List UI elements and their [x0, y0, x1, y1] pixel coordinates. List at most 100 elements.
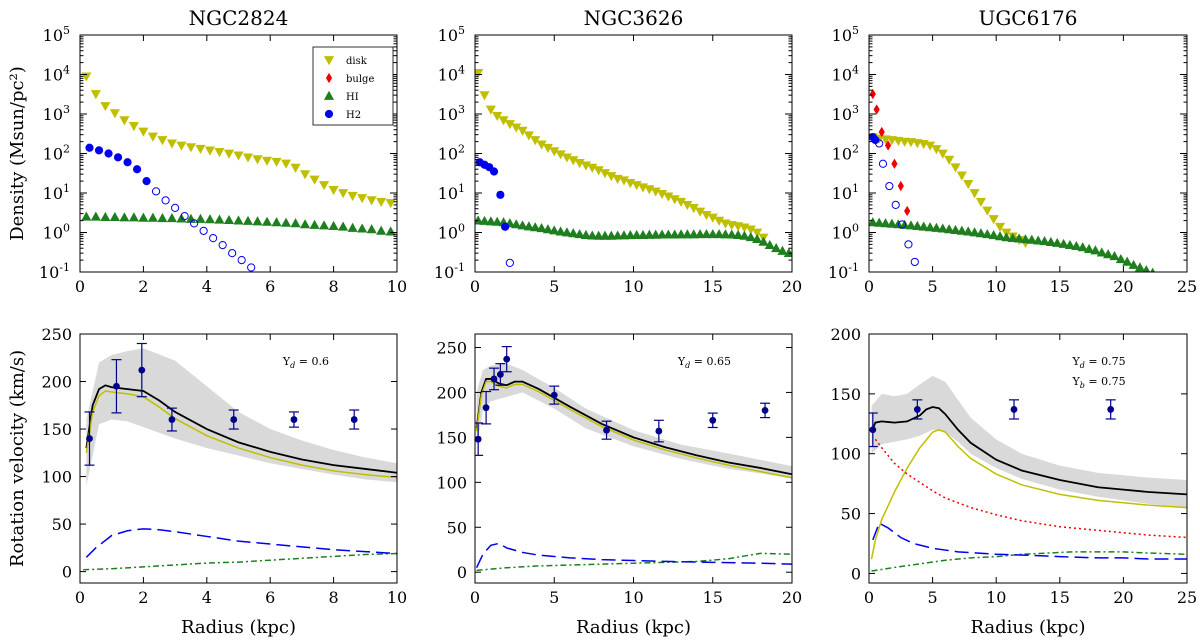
- point-disk: [185, 143, 196, 153]
- panel-rotation-3: 0 5 10 15 20 25 0 50 100 150 200 Radius (kpc): [830, 325, 1197, 638]
- point-disk: [338, 189, 349, 199]
- point-HI: [695, 229, 706, 239]
- point-H2: [228, 249, 237, 258]
- point-HI: [937, 223, 948, 233]
- point-disk: [347, 191, 358, 202]
- point-disk: [475, 69, 484, 79]
- point-HI: [1115, 254, 1126, 264]
- y-tick-label: 101: [43, 182, 70, 203]
- y-tick-label: 150: [41, 420, 72, 439]
- x-tick-label: 20: [1113, 277, 1133, 296]
- uncertainty-band: [871, 375, 1187, 508]
- point-disk: [950, 163, 961, 173]
- observed-point: [230, 416, 238, 423]
- y-tick-label: 103: [832, 103, 859, 124]
- x-tick-label: 0: [864, 588, 874, 607]
- point-disk: [931, 145, 942, 155]
- point-HI: [517, 220, 528, 230]
- y-tick-label: 200: [830, 325, 861, 344]
- observed-data: [84, 342, 360, 466]
- point-disk: [233, 151, 244, 161]
- observed-point: [550, 391, 558, 399]
- point-HI: [688, 229, 699, 239]
- point-HI: [880, 218, 891, 228]
- point-disk: [176, 141, 187, 151]
- point-disk: [994, 222, 1006, 232]
- y-tick-label: 100: [43, 222, 70, 243]
- point-HI: [771, 242, 782, 253]
- point-H2: [132, 165, 142, 174]
- point-disk: [912, 139, 923, 149]
- point-HI: [1084, 243, 1095, 253]
- x-tick-label: 0: [75, 277, 85, 296]
- point-HI: [138, 212, 149, 222]
- point-H2: [209, 234, 218, 243]
- y-tick-label: 10-1: [828, 261, 859, 282]
- legend: disk bulge HI H2: [312, 46, 394, 126]
- point-disk: [899, 137, 910, 147]
- x-axis-label: Radius (kpc): [181, 617, 296, 638]
- point-H2: [171, 203, 180, 212]
- x-axis-label: Radius (kpc): [970, 617, 1085, 638]
- y-tick-label: 102: [43, 143, 70, 164]
- curve-disk: [870, 428, 1187, 560]
- x-tick-label: 0: [470, 588, 480, 607]
- point-H2: [199, 226, 208, 235]
- x-tick-label: 15: [1050, 588, 1070, 607]
- point-HI: [886, 218, 897, 228]
- point-HI: [157, 212, 168, 223]
- series-H2: [475, 158, 514, 267]
- point-HI: [701, 229, 712, 239]
- point-HI: [479, 215, 490, 225]
- point-HI: [618, 230, 630, 240]
- point-HI: [385, 226, 396, 236]
- observed-point: [603, 426, 610, 434]
- point-H2: [505, 258, 514, 267]
- y-axis: 10-1 100 101 102 103 104 105: [828, 24, 1187, 282]
- point-HI: [233, 215, 244, 225]
- point-H2: [94, 146, 104, 155]
- y-axis: 10-1 100 101 102 103 104 105: [434, 24, 792, 282]
- point-H2: [161, 196, 170, 205]
- point-disk: [195, 144, 206, 154]
- point-HI: [319, 220, 330, 230]
- curve-H2: [85, 528, 397, 558]
- point-HI: [1026, 234, 1037, 244]
- point-disk: [147, 132, 158, 142]
- x-axis-label: Radius (kpc): [576, 617, 691, 638]
- x-tick-label: 20: [1113, 588, 1133, 607]
- y-tick-label: 250: [41, 325, 72, 344]
- axes-frame: [868, 333, 1188, 584]
- point-HI: [166, 212, 177, 223]
- point-H2: [104, 149, 113, 158]
- point-H2: [123, 158, 132, 167]
- x-tick-label: 5: [928, 277, 938, 296]
- point-HI: [869, 217, 878, 227]
- point-disk: [281, 159, 292, 169]
- observed-point: [496, 371, 504, 378]
- point-disk: [663, 192, 674, 202]
- curve-H2: [475, 542, 792, 569]
- point-HI: [242, 215, 254, 225]
- point-HI: [1109, 251, 1120, 261]
- point-H2: [910, 257, 919, 267]
- point-HI: [1014, 233, 1025, 243]
- point-disk: [714, 216, 725, 226]
- uncertainty-band: [476, 363, 792, 479]
- point-H2: [190, 219, 199, 228]
- point-disk: [242, 153, 254, 163]
- point-disk: [366, 196, 377, 206]
- point-HI: [90, 211, 101, 221]
- point-HI: [309, 219, 320, 229]
- curve-total: [870, 406, 1187, 496]
- x-tick-label: 5: [549, 588, 559, 607]
- x-tick-label: 25: [1177, 588, 1197, 607]
- x-tick-label: 8: [329, 277, 339, 296]
- point-disk: [357, 194, 368, 204]
- mass-to-light-annotation: Υd = 0.6: [282, 355, 329, 370]
- point-HI: [300, 219, 311, 229]
- observed-point: [475, 435, 482, 443]
- observed-point: [138, 366, 146, 374]
